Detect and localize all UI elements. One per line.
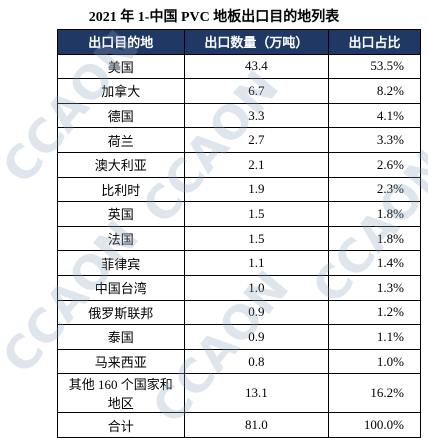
row: 菲律宾 1.1 1.4%: [57, 250, 421, 276]
header-cell: 出口占比: [328, 29, 421, 55]
cell: 英国: [57, 201, 185, 227]
cell: 1.4%: [328, 250, 421, 276]
cell: 泰国: [57, 324, 185, 350]
cell: 马来西亚: [57, 348, 185, 375]
cell: 16.2%: [328, 373, 421, 414]
cell: 0.8: [183, 348, 330, 375]
row: 法国 1.5 1.8%: [57, 225, 421, 252]
row: 英国 1.5 1.8%: [57, 201, 421, 227]
cell: 3.3%: [328, 127, 421, 153]
cell: 81.0: [183, 412, 330, 438]
cell: 比利时: [57, 176, 185, 203]
title: 2021 年 1-中国 PVC 地板出口目的地列表: [88, 10, 340, 25]
cell: 2.3%: [328, 176, 421, 203]
cell: 法国: [57, 225, 185, 252]
row: 中国台湾 1.0 1.3%: [57, 274, 421, 301]
cell: 俄罗斯联邦: [57, 299, 185, 326]
header-cell: 出口数量（万吨）: [183, 29, 330, 55]
cell: 荷兰: [57, 127, 185, 153]
cell: 3.3: [183, 102, 330, 129]
cell: 加拿大: [57, 78, 185, 104]
row: 荷兰 2.7 3.3%: [57, 127, 421, 153]
row: 马来西亚 0.8 1.0%: [57, 348, 421, 375]
header-cell: 出口目的地: [57, 29, 185, 55]
cell: 其他 160 个国家和地区: [57, 373, 185, 414]
row: 泰国 0.9 1.1%: [57, 324, 421, 350]
cell: 2.7: [183, 127, 330, 153]
cell: 合计: [57, 412, 185, 438]
cell: 1.1: [183, 250, 330, 276]
row: 合计 81.0 100.0%: [57, 412, 421, 438]
cell: 43.4: [183, 53, 330, 80]
cell: 1.8%: [328, 225, 421, 252]
cell: 1.0: [183, 274, 330, 301]
cell: 1.5: [183, 225, 330, 252]
cell: 1.0%: [328, 348, 421, 375]
cell: 1.5: [183, 201, 330, 227]
cell: 0.9: [183, 324, 330, 350]
row: 比利时 1.9 2.3%: [57, 176, 421, 203]
cell: 4.1%: [328, 102, 421, 129]
row: 美国 43.4 53.5%: [57, 53, 421, 80]
cell: 1.3%: [328, 274, 421, 301]
cell: 1.8%: [328, 201, 421, 227]
row: 澳大利亚 2.1 2.6%: [57, 151, 421, 178]
row: 其他 160 个国家和地区 13.1 16.2%: [57, 373, 421, 414]
row: 德国 3.3 4.1%: [57, 102, 421, 129]
cell: 德国: [57, 102, 185, 129]
cell: 中国台湾: [57, 274, 185, 301]
row: 俄罗斯联邦 0.9 1.2%: [57, 299, 421, 326]
row: 加拿大 6.7 8.2%: [57, 78, 421, 104]
cell: 100.0%: [328, 412, 421, 438]
cell: 美国: [57, 53, 185, 80]
cell: 2.1: [183, 151, 330, 178]
cell: 6.7: [183, 78, 330, 104]
cell: 澳大利亚: [57, 151, 185, 178]
cell: 13.1: [183, 373, 330, 414]
cell: 2.6%: [328, 151, 421, 178]
header-row: 出口目的地 出口数量（万吨） 出口占比: [57, 29, 421, 55]
cell: 1.9: [183, 176, 330, 203]
cell: 0.9: [183, 299, 330, 326]
cell: 1.1%: [328, 324, 421, 350]
cell: 53.5%: [328, 53, 421, 80]
table: 出口目的地 出口数量（万吨） 出口占比 美国 43.4 53.5% 加拿大 6.7 8.2% 德…: [57, 29, 421, 438]
cell: 8.2%: [328, 78, 421, 104]
cell: 1.2%: [328, 299, 421, 326]
cell: 菲律宾: [57, 250, 185, 276]
